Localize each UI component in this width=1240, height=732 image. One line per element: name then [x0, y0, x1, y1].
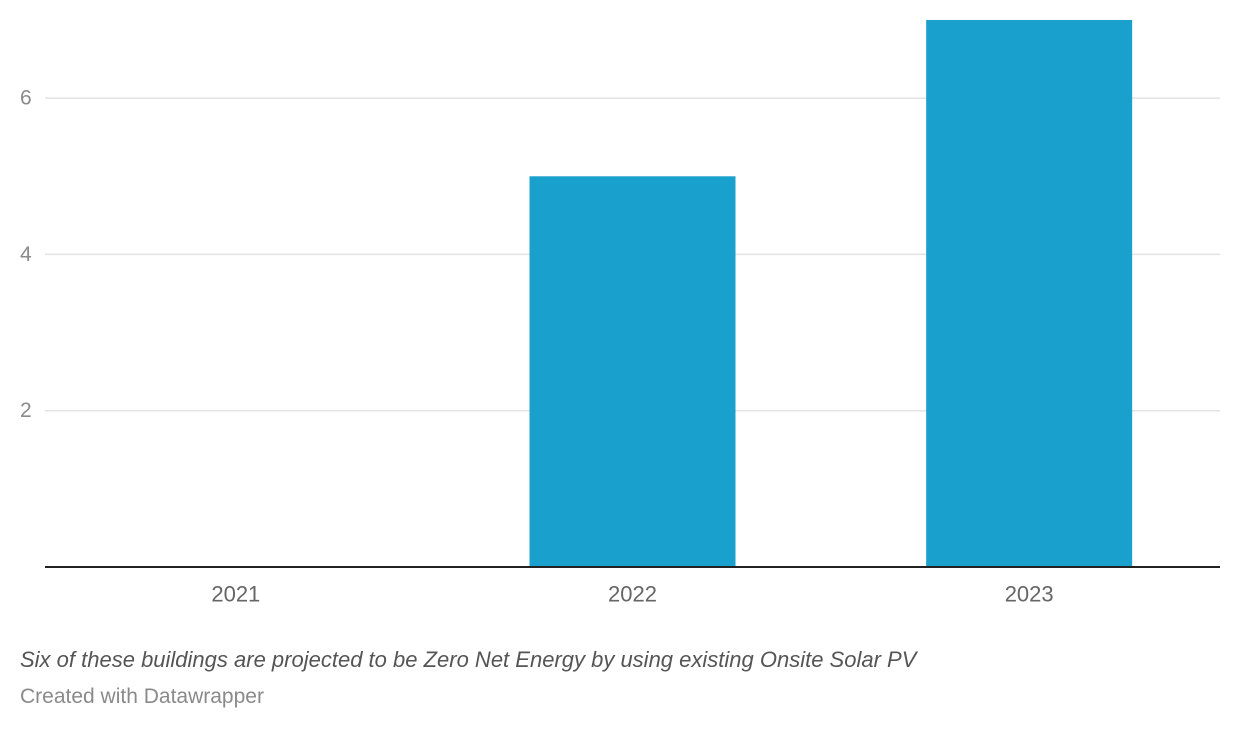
y-tick-label-6: 6 — [20, 87, 32, 110]
bar-2022 — [529, 176, 736, 568]
y-tick-label-2: 2 — [20, 399, 32, 422]
y-tick-label-4: 4 — [20, 243, 32, 266]
chart-note: Six of these buildings are projected to … — [20, 647, 917, 672]
bar-2023 — [926, 20, 1133, 567]
x-tick-label-2021: 2021 — [211, 582, 260, 607]
chart-credit: Created with Datawrapper — [20, 685, 264, 708]
bar-chart: 2 4 6 2021 2022 2023 — [20, 20, 1220, 607]
x-tick-label-2022: 2022 — [608, 582, 657, 607]
x-tick-label-2023: 2023 — [1005, 582, 1054, 607]
